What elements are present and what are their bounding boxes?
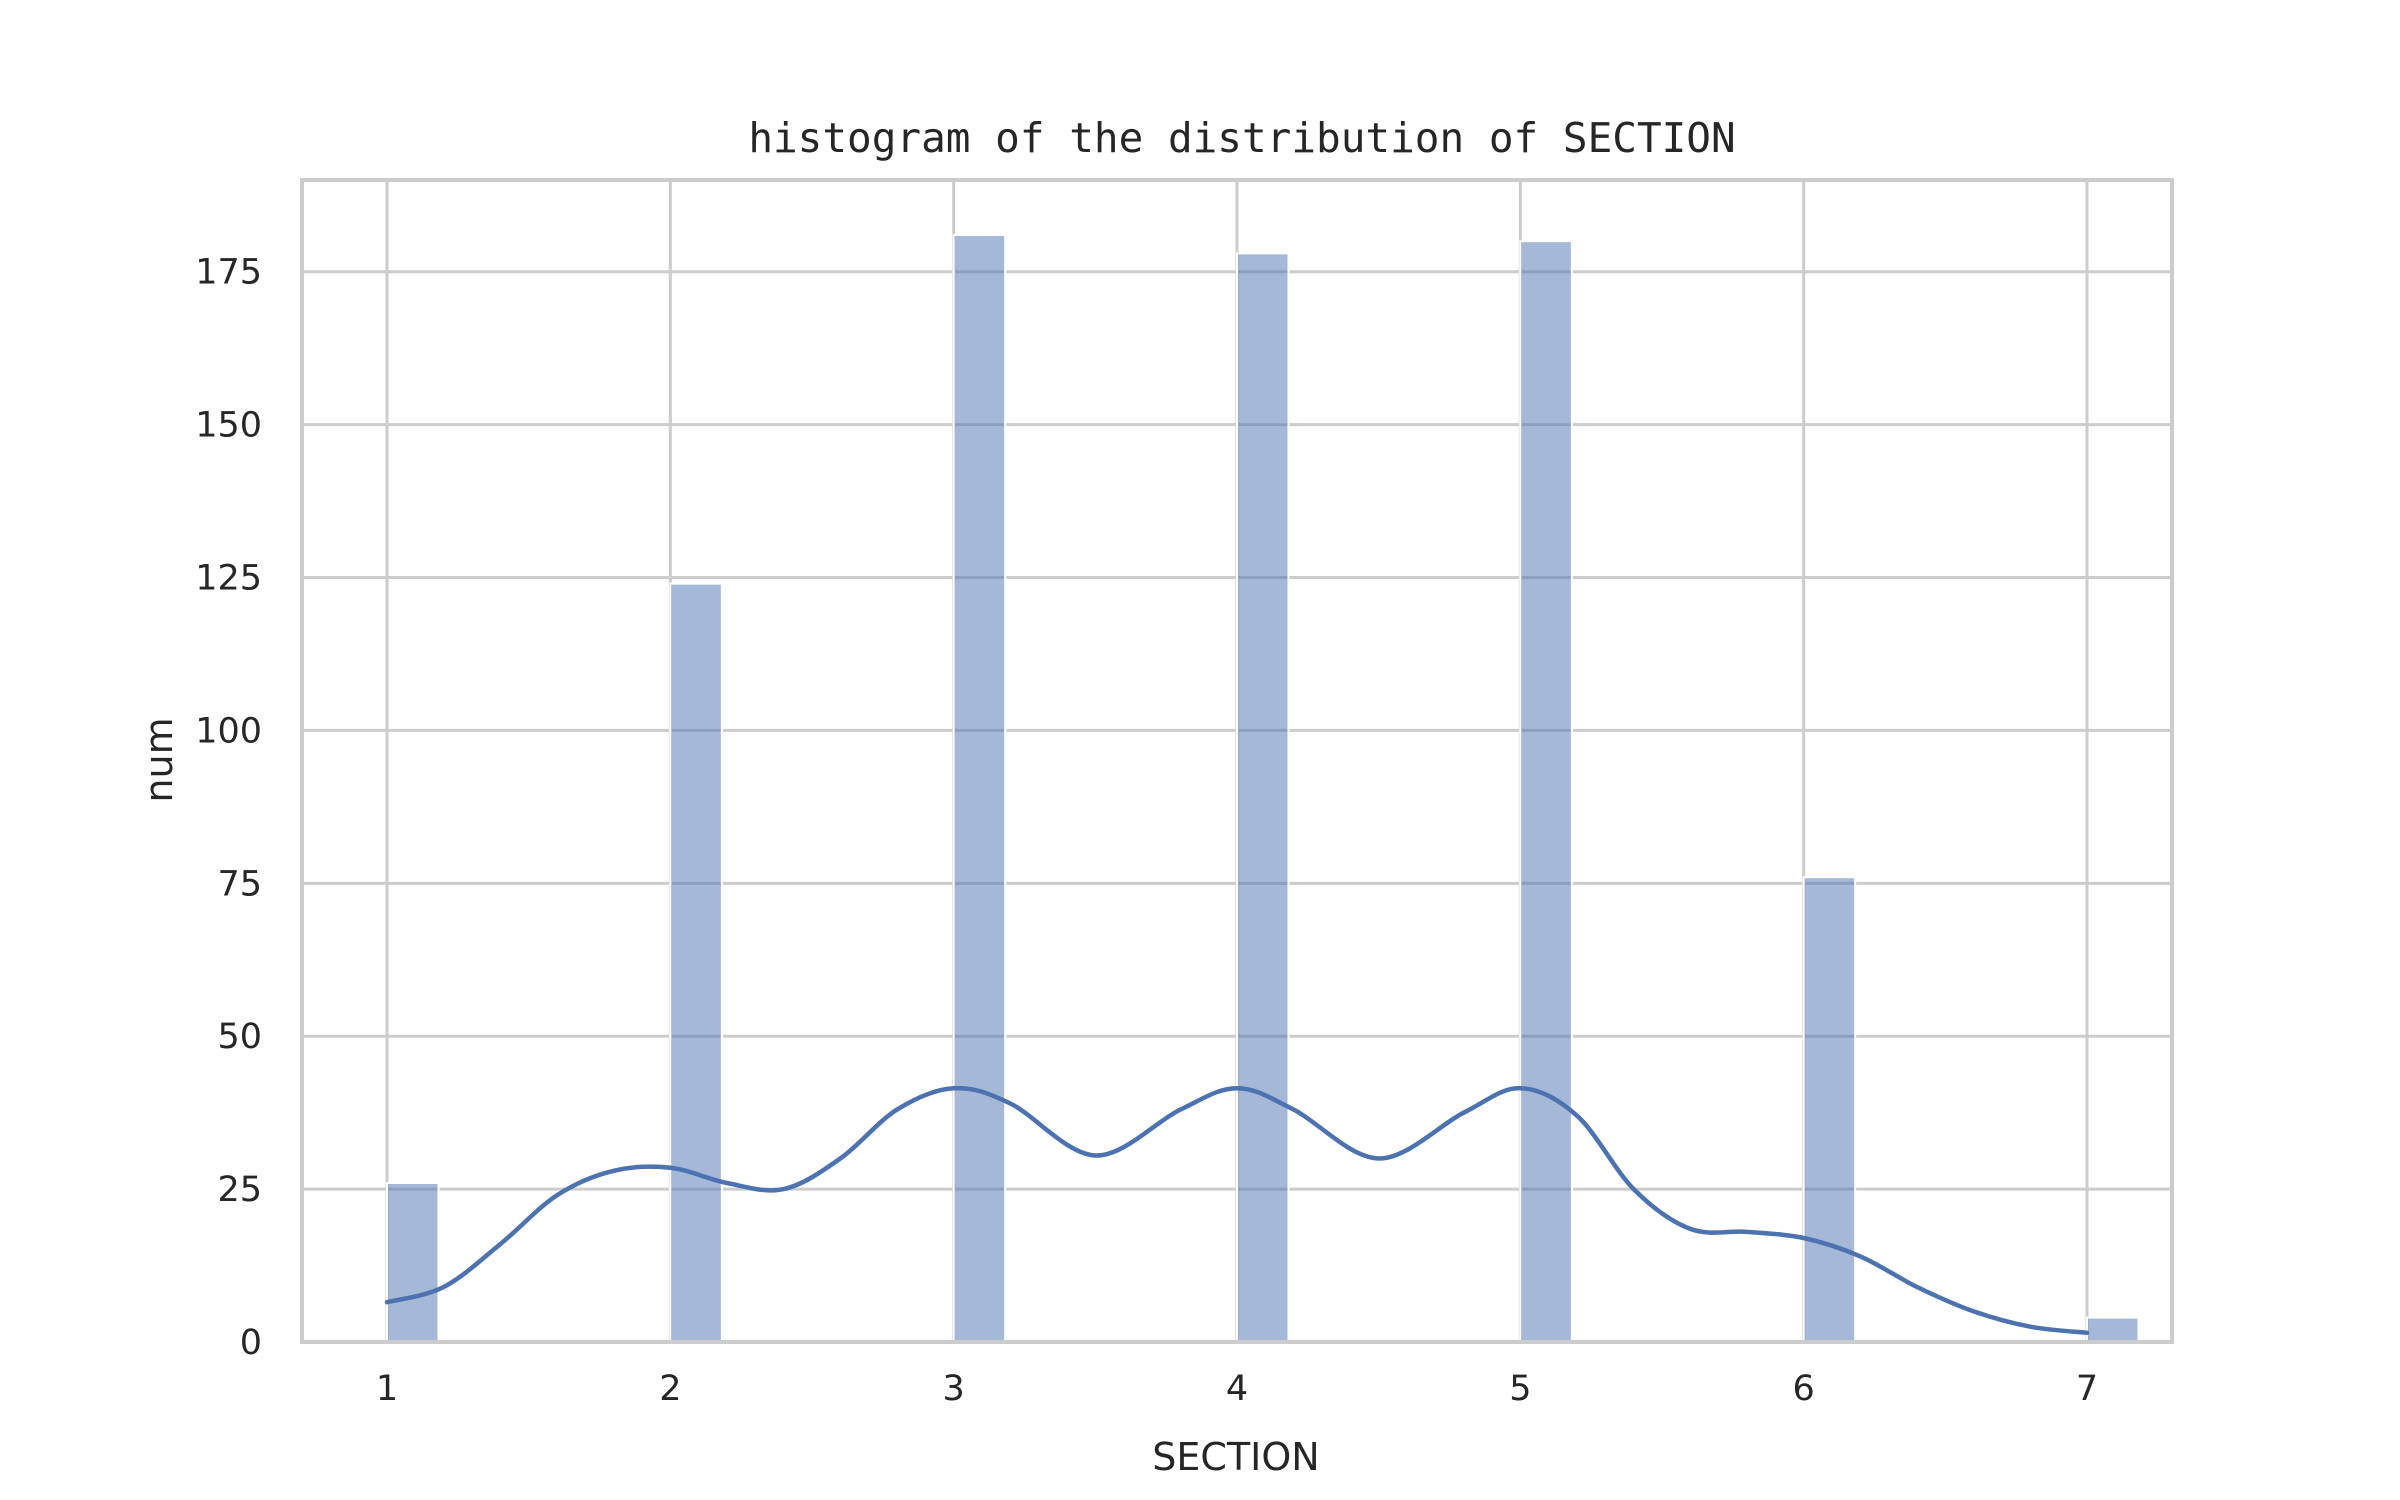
histogram-bar <box>1802 876 1857 1343</box>
x-tick-label: 2 <box>659 1369 681 1409</box>
histogram-bar <box>1236 252 1290 1343</box>
y-tick-label: 50 <box>217 1017 262 1057</box>
x-tick-labels: 1 2 3 4 5 6 7 <box>376 1369 2098 1409</box>
y-tick-label: 100 <box>195 711 262 751</box>
histogram-bar <box>2086 1316 2140 1344</box>
histogram-bar <box>952 234 1007 1343</box>
y-tick-labels: 0 25 50 75 100 125 150 175 <box>195 253 262 1363</box>
y-tick-label: 0 <box>240 1323 262 1363</box>
x-axis-label: SECTION <box>1152 1435 1319 1479</box>
histogram-bar <box>386 1181 440 1344</box>
histogram-bar <box>1519 240 1573 1344</box>
y-tick-label: 175 <box>195 253 262 293</box>
bars-layer <box>386 234 2140 1344</box>
y-tick-label: 125 <box>195 559 262 599</box>
plot-frame <box>300 178 2174 1344</box>
x-tick-label: 5 <box>1509 1369 1531 1409</box>
y-axis-label: num <box>137 717 181 802</box>
y-tick-label: 150 <box>195 406 262 446</box>
kde-line <box>384 1085 2090 1336</box>
x-tick-label: 3 <box>943 1369 965 1409</box>
histogram-bar <box>669 582 723 1343</box>
y-tick-label: 75 <box>217 864 262 904</box>
x-tick-label: 6 <box>1793 1369 1815 1409</box>
y-tick-label: 25 <box>217 1170 262 1210</box>
x-tick-label: 7 <box>2076 1369 2098 1409</box>
x-tick-label: 1 <box>376 1369 398 1409</box>
chart-title: histogram of the distribution of SECTION <box>748 114 1735 162</box>
x-tick-label: 4 <box>1226 1369 1248 1409</box>
